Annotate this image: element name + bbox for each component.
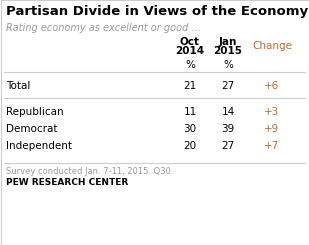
Text: 2015: 2015 (214, 46, 243, 56)
Text: Democrat: Democrat (6, 124, 57, 134)
Text: 2014: 2014 (176, 46, 205, 56)
Text: 11: 11 (183, 107, 197, 117)
Text: Republican: Republican (6, 107, 64, 117)
Text: 39: 39 (221, 124, 235, 134)
Text: PEW RESEARCH CENTER: PEW RESEARCH CENTER (6, 178, 128, 187)
Text: +9: +9 (265, 124, 280, 134)
Text: Oct: Oct (180, 37, 200, 47)
Text: +6: +6 (265, 81, 280, 91)
Text: 14: 14 (221, 107, 235, 117)
Text: Survey conducted Jan. 7-11, 2015. Q30.: Survey conducted Jan. 7-11, 2015. Q30. (6, 167, 173, 176)
Text: Partisan Divide in Views of the Economy: Partisan Divide in Views of the Economy (6, 5, 308, 18)
Text: %: % (223, 60, 233, 70)
Text: 21: 21 (183, 81, 197, 91)
Text: Rating economy as excellent or good ...: Rating economy as excellent or good ... (6, 23, 201, 33)
Text: Total: Total (6, 81, 30, 91)
Text: 30: 30 (184, 124, 197, 134)
Text: 20: 20 (184, 141, 197, 151)
Text: Independent: Independent (6, 141, 72, 151)
Text: Change: Change (252, 41, 292, 51)
Text: 27: 27 (221, 141, 235, 151)
Text: +7: +7 (265, 141, 280, 151)
Text: +3: +3 (265, 107, 280, 117)
Text: %: % (185, 60, 195, 70)
Text: Jan: Jan (219, 37, 237, 47)
Text: 27: 27 (221, 81, 235, 91)
